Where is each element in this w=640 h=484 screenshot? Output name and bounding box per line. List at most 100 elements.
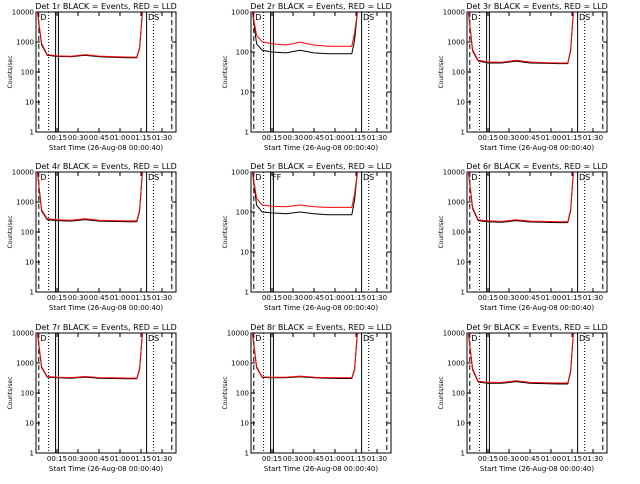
chart-title: Det 9r BLACK = Events, RED = LLD — [466, 323, 608, 332]
chart-panel-7: Det 7r BLACK = Events, RED = LLD Counts/s… — [7, 323, 177, 473]
event-marker-label: DS — [579, 13, 590, 22]
event-marker-label: DS — [148, 13, 159, 22]
series-line-events — [36, 332, 143, 380]
x-tick-label: 01:00 — [110, 455, 130, 463]
series-line-lld — [251, 332, 358, 379]
y-tick-label: 10 — [240, 89, 249, 97]
y-axis-label: Counts/sec — [438, 55, 445, 88]
series-line-lld — [251, 171, 358, 208]
x-tick-label: 01:15 — [346, 294, 366, 302]
event-marker-label: DS — [363, 334, 374, 343]
y-tick-label: 1 — [30, 289, 34, 297]
event-marker-label: D — [40, 13, 46, 22]
x-tick-label: 01:30 — [583, 294, 603, 302]
x-tick-label: 00:45 — [520, 134, 540, 142]
y-tick-label: 10 — [456, 420, 465, 428]
x-tick-label: 00:45 — [89, 455, 109, 463]
x-tick-label: 00:15 — [262, 455, 282, 463]
x-tick-label: 00:15 — [262, 294, 282, 302]
event-marker-label: D — [471, 173, 477, 182]
x-axis-label: Start Time (26-Aug-08 00:00:40) — [264, 304, 378, 312]
x-tick-label: 00:15 — [47, 134, 67, 142]
y-tick-label: 10 — [240, 249, 249, 257]
chart-panel-8: Det 8r BLACK = Events, RED = LLD Counts/s… — [222, 323, 392, 473]
y-tick-label: 10000 — [12, 330, 34, 338]
event-marker-label: D — [40, 173, 46, 182]
event-marker-label: D — [255, 173, 261, 182]
y-tick-label: 10 — [456, 259, 465, 267]
y-tick-label: 10000 — [12, 169, 34, 177]
y-tick-label: 1 — [245, 289, 249, 297]
series-line-lld — [467, 171, 574, 223]
event-marker-label: D — [40, 334, 46, 343]
chart-panel-6: Det 6r BLACK = Events, RED = LLD Counts/s… — [438, 162, 608, 312]
y-tick-label: 1 — [461, 450, 465, 458]
y-tick-label: 1 — [461, 129, 465, 137]
chart-panel-5: Det 5r BLACK = Events, RED = LLD Counts/s… — [222, 162, 392, 312]
x-tick-label: 01:00 — [541, 455, 561, 463]
chart-title: Det 6r BLACK = Events, RED = LLD — [466, 162, 608, 171]
y-tick-label: 10 — [25, 420, 34, 428]
x-tick-label: 01:00 — [110, 134, 130, 142]
chart-panel-2: Det 2r BLACK = Events, RED = LLD Counts/s… — [222, 2, 392, 152]
series-line-events — [467, 11, 574, 65]
y-tick-label: 1000 — [447, 199, 465, 207]
x-tick-label: 01:00 — [325, 134, 345, 142]
y-axis-label: Counts/sec — [438, 215, 445, 248]
x-tick-label: 01:00 — [325, 294, 345, 302]
y-tick-label: 100 — [236, 390, 249, 398]
event-marker-label: D — [471, 334, 477, 343]
plot-frame — [250, 171, 392, 293]
x-tick-label: 00:30 — [68, 294, 88, 302]
chart-title: Det 1r BLACK = Events, RED = LLD — [35, 2, 177, 11]
series-line-lld — [467, 332, 574, 384]
x-tick-label: 01:30 — [152, 455, 172, 463]
plot-frame — [466, 171, 608, 293]
y-tick-label: 100 — [21, 69, 34, 77]
y-tick-label: 10 — [240, 420, 249, 428]
y-tick-label: 100 — [452, 69, 465, 77]
x-tick-label: 00:30 — [68, 134, 88, 142]
x-tick-label: 00:45 — [304, 134, 324, 142]
y-axis-label: Counts/sec — [438, 376, 445, 409]
x-tick-label: 00:30 — [283, 294, 303, 302]
y-tick-label: 10000 — [227, 330, 249, 338]
event-marker-label: DS — [579, 334, 590, 343]
y-tick-label: 10 — [456, 99, 465, 107]
y-axis-label: Counts/sec — [7, 376, 14, 409]
chart-title: Det 4r BLACK = Events, RED = LLD — [35, 162, 177, 171]
x-tick-label: 00:45 — [89, 294, 109, 302]
series-line-lld — [467, 11, 574, 64]
y-axis-label: Counts/sec — [7, 55, 14, 88]
plot-frame — [250, 11, 392, 133]
chart-panel-9: Det 9r BLACK = Events, RED = LLD Counts/s… — [438, 323, 608, 473]
y-axis-label: Counts/sec — [7, 215, 14, 248]
series-line-lld — [36, 171, 143, 222]
y-tick-label: 10000 — [443, 330, 465, 338]
x-tick-label: 00:30 — [283, 134, 303, 142]
plot-frame — [35, 171, 177, 293]
x-tick-label: 00:45 — [520, 294, 540, 302]
x-tick-label: 01:30 — [152, 134, 172, 142]
event-marker-label: DS — [363, 173, 374, 182]
x-tick-label: 01:00 — [541, 294, 561, 302]
chart-panel-1: Det 1r BLACK = Events, RED = LLD Counts/s… — [7, 2, 177, 152]
x-tick-label: 01:30 — [367, 455, 387, 463]
x-tick-label: 00:15 — [47, 455, 67, 463]
series-line-lld — [36, 332, 143, 379]
x-tick-label: 01:15 — [346, 134, 366, 142]
y-tick-label: 1000 — [231, 360, 249, 368]
y-tick-label: 1000 — [16, 39, 34, 47]
y-tick-label: 100 — [21, 229, 34, 237]
x-axis-label: Start Time (26-Aug-08 00:00:40) — [264, 144, 378, 152]
y-axis-label: Counts/sec — [222, 215, 229, 248]
y-tick-label: 1000 — [231, 9, 249, 17]
event-marker-label: DS — [148, 334, 159, 343]
x-tick-label: 01:30 — [367, 134, 387, 142]
x-tick-label: 01:15 — [131, 294, 151, 302]
y-axis-label: Counts/sec — [222, 55, 229, 88]
event-marker-label: DS — [148, 173, 159, 182]
chart-panel-4: Det 4r BLACK = Events, RED = LLD Counts/s… — [7, 162, 177, 312]
